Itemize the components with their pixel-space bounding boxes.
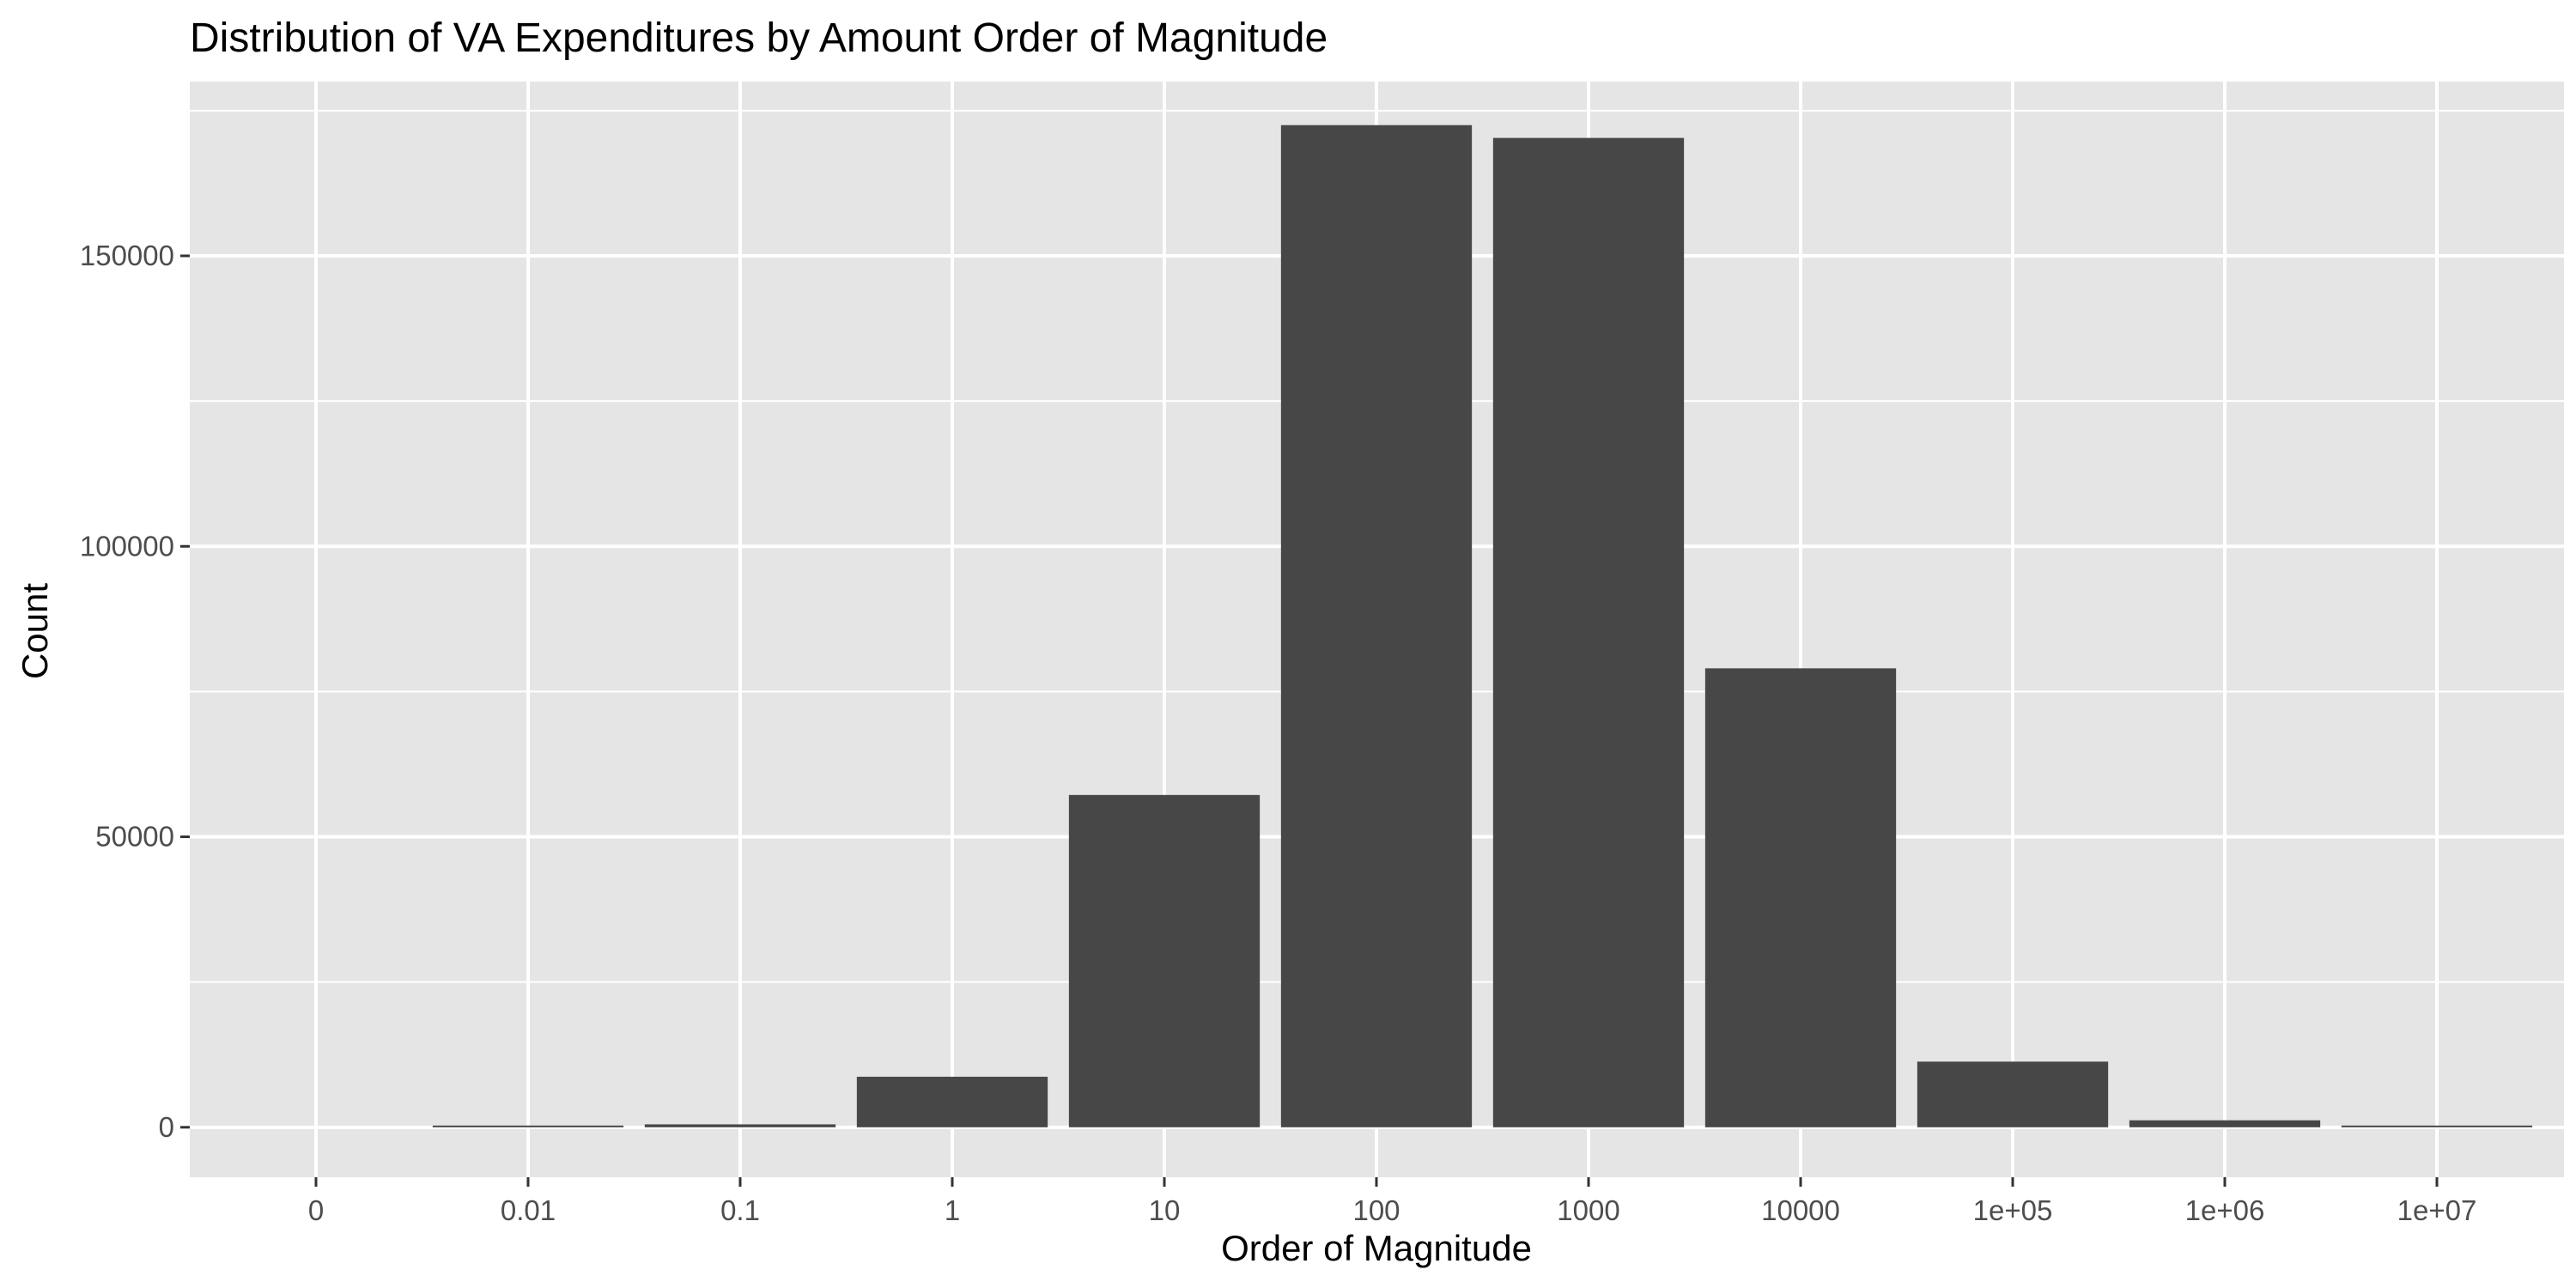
bar <box>1704 668 1897 1127</box>
x-tick-label: 10 <box>1149 1194 1181 1226</box>
y-tick-label: 50000 <box>95 821 174 853</box>
x-tick-label: 1e+07 <box>2397 1194 2477 1226</box>
bars <box>432 125 2533 1127</box>
x-axis-title: Order of Magnitude <box>1221 1228 1532 1268</box>
x-tick-label: 1e+05 <box>1973 1194 2053 1226</box>
y-axis-title: Count <box>15 583 55 679</box>
x-tick-label: 1e+06 <box>2185 1194 2265 1226</box>
bar <box>1068 794 1261 1127</box>
x-axis: 0 0.01 0.1 1 10 100 1000 10000 1e+05 1e+06 1e+07 <box>308 1177 2477 1226</box>
chart-title: Distribution of VA Expenditures by Amoun… <box>190 15 1327 61</box>
bar <box>644 1124 836 1127</box>
x-tick-label: 100 <box>1352 1194 1400 1226</box>
x-tick-label: 0 <box>308 1194 324 1226</box>
bar <box>1280 125 1473 1127</box>
x-tick-label: 0.01 <box>501 1194 556 1226</box>
bar <box>1492 137 1685 1127</box>
bar <box>2129 1120 2321 1127</box>
bar <box>432 1125 624 1127</box>
y-tick-label: 150000 <box>80 240 174 271</box>
y-axis: 0 50000 100000 150000 <box>80 240 190 1143</box>
y-tick-label: 0 <box>159 1111 174 1143</box>
x-tick-label: 0.1 <box>720 1194 760 1226</box>
x-tick-label: 1000 <box>1557 1194 1619 1226</box>
bar <box>856 1076 1048 1127</box>
x-tick-label: 10000 <box>1761 1194 1840 1226</box>
x-tick-label: 1 <box>945 1194 960 1226</box>
bar <box>1917 1061 2109 1127</box>
bar <box>2341 1125 2533 1127</box>
y-tick-label: 100000 <box>80 530 174 562</box>
